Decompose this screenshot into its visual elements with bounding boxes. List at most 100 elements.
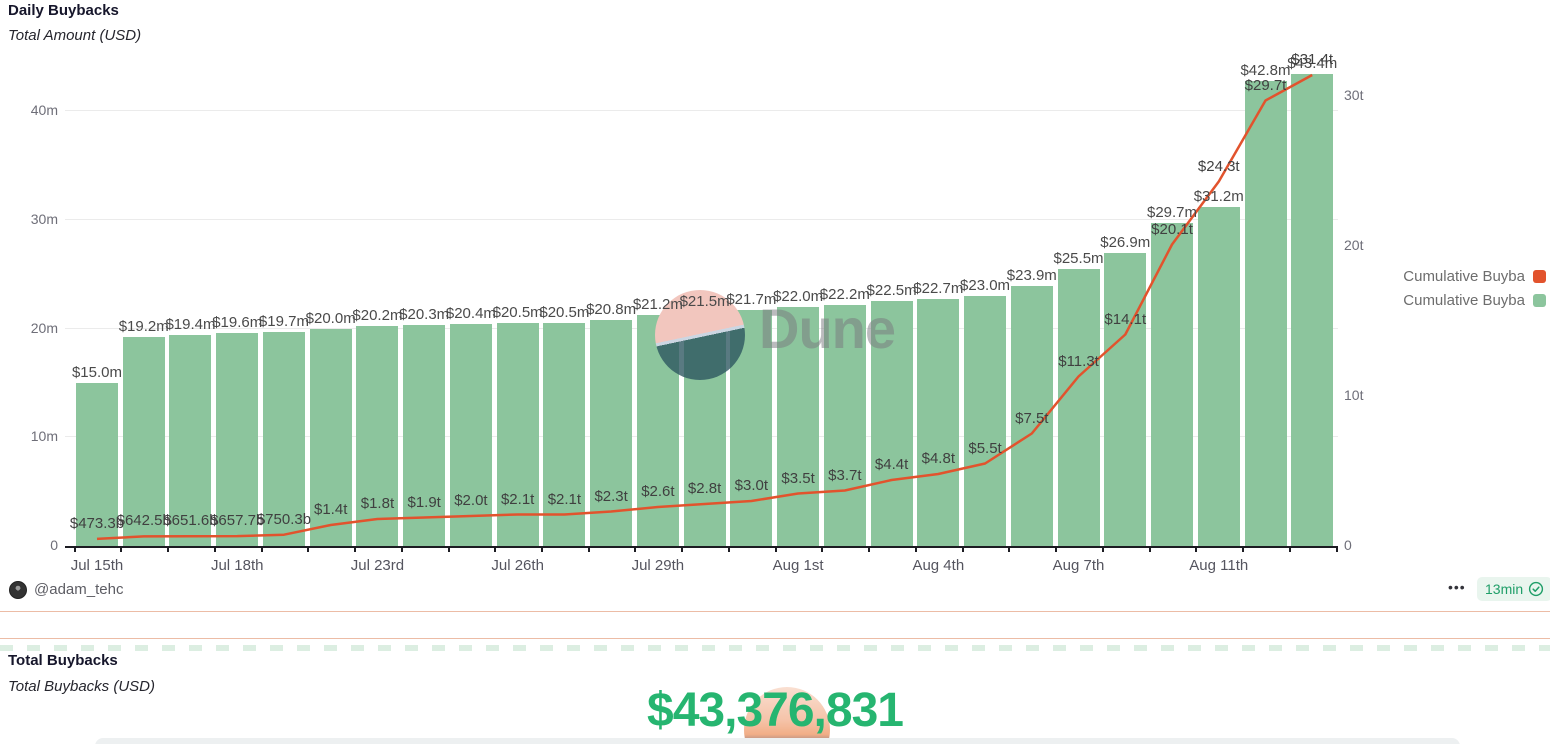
x-axis-tick <box>494 548 497 552</box>
author-handle[interactable]: @adam_tehc <box>34 581 124 598</box>
x-axis-tick <box>1195 548 1198 552</box>
x-axis-tick <box>914 548 917 552</box>
x-axis-tick <box>1101 548 1104 552</box>
next-widget-edge <box>95 738 1460 744</box>
x-axis-label: Aug 11th <box>1189 557 1249 574</box>
x-axis-label: Jul 23rd <box>350 557 405 574</box>
x-axis-tick <box>354 548 357 552</box>
bar[interactable] <box>1291 74 1334 546</box>
legend-item-line-series[interactable]: Cumulative Buyba <box>1403 264 1546 288</box>
bar[interactable] <box>1197 206 1240 546</box>
bar[interactable] <box>823 304 866 546</box>
line-point-label: $7.5t <box>1015 409 1049 427</box>
bar-value-label: $31.2m <box>1193 187 1244 205</box>
plot-area: 0 10m 20m 30m 40m 0 10t 20t 30t $15.0m $19.2m $19.4… <box>30 51 1364 574</box>
legend-label: Cumulative Buyba <box>1403 267 1525 285</box>
x-axis-tick <box>120 548 123 552</box>
x-axis-tick <box>1148 548 1151 552</box>
x-axis-label: Aug 4th <box>912 557 965 574</box>
gridline <box>65 110 1338 111</box>
x-axis-label: Jul 29th <box>631 557 685 574</box>
x-axis-tick <box>167 548 170 552</box>
bar[interactable] <box>590 319 633 546</box>
chart-title: Daily Buybacks <box>8 2 119 19</box>
bar[interactable] <box>917 299 960 546</box>
y-axis-left-label: 20m <box>30 319 58 336</box>
x-axis-tick <box>541 548 543 552</box>
x-axis-tick <box>727 548 730 552</box>
y-axis-right-label: 10t <box>1344 387 1364 403</box>
x-axis-tick <box>868 548 871 552</box>
line-point-label: $14.1t <box>1104 310 1147 328</box>
bar[interactable] <box>636 315 679 546</box>
widget-divider-top <box>0 611 1550 612</box>
daily-buybacks-chart-card: Daily Buybacks Total Amount (USD) 0 10m 20… <box>8 2 1546 574</box>
x-axis-tick <box>400 548 403 552</box>
x-axis-tick <box>1055 548 1058 552</box>
x-axis-label: Aug 7th <box>1052 557 1105 574</box>
y-axis-left-label: 40m <box>30 102 58 118</box>
verified-check-icon <box>1529 581 1544 597</box>
x-axis-tick <box>447 548 450 552</box>
bar[interactable] <box>730 310 773 546</box>
y-axis-left-label: 10m <box>30 428 58 445</box>
y-axis-left-label: 30m <box>30 210 58 227</box>
y-axis-right-label: 0 <box>1344 537 1352 553</box>
line-point-label: $11.3t <box>1058 352 1099 370</box>
line-point-label: $24.3t <box>1197 157 1240 175</box>
chart-footer: @adam_tehc ••• 13min <box>0 576 1550 606</box>
line-point-label: $29.7t <box>1244 76 1287 94</box>
legend-item-bar-series[interactable]: Cumulative Buyba <box>1403 288 1546 312</box>
bar[interactable] <box>1151 223 1194 546</box>
bar[interactable] <box>1244 80 1287 546</box>
bar[interactable] <box>496 323 539 546</box>
legend: Cumulative Buyba Cumulative Buyba <box>1403 264 1546 312</box>
bar[interactable] <box>543 323 586 546</box>
bar-value-label: $25.5m <box>1053 249 1104 267</box>
x-axis-tick <box>681 548 684 552</box>
x-axis-tick <box>73 548 76 552</box>
bar-value-label: $23.9m <box>1006 267 1057 285</box>
counter-value: $43,376,831 <box>647 684 904 737</box>
bar[interactable] <box>1104 253 1147 546</box>
x-axis <box>65 546 1338 548</box>
options-menu-button[interactable]: ••• <box>1448 579 1466 595</box>
x-axis-tick <box>1288 548 1291 552</box>
x-axis-label: Jul 26th <box>491 557 544 574</box>
bar[interactable] <box>777 306 820 546</box>
widget-divider-bottom <box>0 638 1550 639</box>
bar[interactable] <box>403 325 446 546</box>
y-axis-right-label: 30t <box>1344 87 1364 103</box>
x-axis-tick <box>213 548 216 552</box>
refresh-badge[interactable]: 13min <box>1477 577 1550 601</box>
line-point-label: $5.5t <box>968 439 1002 457</box>
x-axis-tick <box>587 548 590 552</box>
bar-value-label: $43.4m <box>1287 55 1338 73</box>
x-axis-tick <box>961 548 964 552</box>
bar-value-label: $15.0m <box>71 363 123 381</box>
line-point-label: $31.4t <box>1291 51 1334 68</box>
counter-title: Total Buybacks <box>8 652 118 669</box>
legend-swatch-red <box>1533 269 1546 283</box>
x-axis-label: Aug 1st <box>772 557 824 574</box>
total-buybacks-counter-card: Total Buybacks Total Buybacks (USD) $43,… <box>0 639 1550 744</box>
x-axis-label: Jul 15th <box>70 557 124 574</box>
x-axis-tick <box>821 548 824 552</box>
legend-swatch-green <box>1533 293 1546 307</box>
refresh-time: 13min <box>1485 581 1524 597</box>
x-axis-tick <box>1335 548 1338 552</box>
x-axis-tick <box>1008 548 1011 552</box>
x-axis-tick <box>1242 548 1245 552</box>
bar[interactable] <box>449 324 492 546</box>
x-axis-tick <box>307 548 310 552</box>
bar[interactable] <box>683 312 726 546</box>
y-axis-right-label: 20t <box>1344 237 1364 253</box>
legend-label: Cumulative Buyba <box>1403 291 1525 309</box>
bar[interactable] <box>870 301 913 546</box>
background-pattern <box>0 645 1550 651</box>
y-axis-left-label: 0 <box>50 537 58 553</box>
author-avatar-icon[interactable] <box>9 581 27 599</box>
chart-subtitle: Total Amount (USD) <box>8 27 142 44</box>
line-point-label: $20.1t <box>1151 220 1193 238</box>
